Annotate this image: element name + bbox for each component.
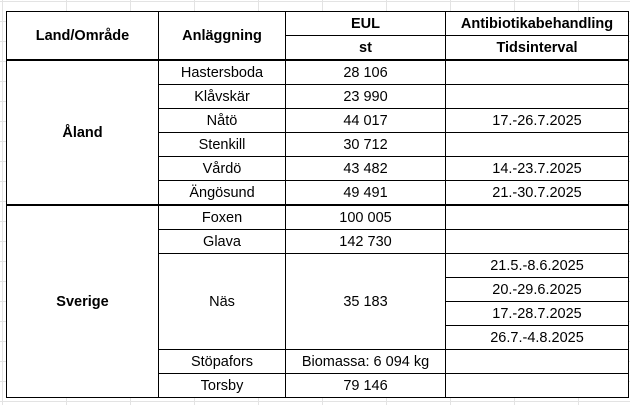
eul-cell: 49 491 [285,180,446,206]
facility-cell: Näs [158,253,286,350]
eul-cell: Biomassa: 6 094 kg [285,349,446,374]
facility-cell: Hastersboda [158,59,286,85]
interval-cell [445,59,629,85]
interval-cell: 17.-28.7.2025 [445,301,629,326]
table-row: Vårdö 43 482 14.-23.7.2025 [7,156,629,181]
facility-cell: Stenkill [158,132,286,157]
eul-cell: 35 183 [285,253,446,350]
facility-cell: Ängösund [158,180,286,206]
eul-antibiotic-table: Land/Område Anläggning EUL Antibiotikabe… [6,11,629,398]
interval-cell [445,132,629,157]
interval-cell: 14.-23.7.2025 [445,156,629,181]
header-facility: Anläggning [158,11,286,61]
table-row: 20.-29.6.2025 [7,277,629,302]
table-row: Glava 142 730 [7,229,629,254]
interval-cell [445,204,629,230]
interval-cell [445,229,629,254]
table-row: Näs 35 183 21.5.-8.6.2025 [7,253,629,350]
eul-cell: 23 990 [285,84,446,109]
table-row: Sverige Foxen 100 005 [6,204,629,398]
facility-cell: Torsby [158,373,286,398]
header-row-2: st Tidsinterval [7,35,629,61]
table-row: Stöpafors Biomassa: 6 094 kg [7,349,629,374]
eul-cell: 43 482 [285,156,446,181]
interval-cell: 17.-26.7.2025 [445,108,629,133]
interval-cell [445,373,629,398]
table-row: Torsby 79 146 [7,373,629,398]
eul-cell: 44 017 [285,108,446,133]
table-row: 17.-28.7.2025 [7,301,629,326]
facility-cell: Klåvskär [158,84,286,109]
eul-cell: 100 005 [285,204,446,230]
facility-cell: Glava [158,229,286,254]
header-antibiotic: Antibiotikabehandling [445,11,629,36]
table-row: Nåtö 44 017 17.-26.7.2025 [7,108,629,133]
eul-cell: 79 146 [285,373,446,398]
table-row: Ängösund 49 491 21.-30.7.2025 [7,180,629,206]
facility-cell: Vårdö [158,156,286,181]
facility-cell: Stöpafors [158,349,286,374]
facility-cell: Nåtö [158,108,286,133]
interval-cell: 20.-29.6.2025 [445,277,629,302]
table-row: Åland Hastersboda 28 106 [6,59,629,206]
header-region: Land/Område [6,11,159,61]
header-antibiotic-sub: Tidsinterval [445,35,629,61]
eul-cell: 142 730 [285,229,446,254]
interval-cell: 21.5.-8.6.2025 [445,253,629,278]
region-cell-sverige: Sverige [6,204,159,398]
eul-cell: 30 712 [285,132,446,157]
header-eul-unit: st [285,35,446,61]
table-row: Stenkill 30 712 [7,132,629,157]
interval-cell [445,84,629,109]
header-row-1: Land/Område Anläggning EUL Antibiotikabe… [6,11,629,61]
region-cell-aland: Åland [6,59,159,206]
facility-cell: Foxen [158,204,286,230]
interval-cell [445,349,629,374]
eul-cell: 28 106 [285,59,446,85]
table-row: 26.7.-4.8.2025 [7,325,629,350]
interval-cell: 21.-30.7.2025 [445,180,629,206]
interval-cell: 26.7.-4.8.2025 [445,325,629,350]
header-eul: EUL [285,11,446,36]
